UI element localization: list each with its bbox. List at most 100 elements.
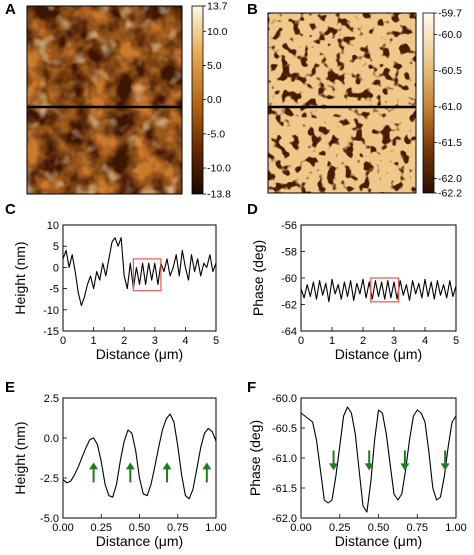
x-tick-label: 1 bbox=[329, 335, 335, 347]
arrow-head bbox=[440, 463, 450, 471]
colorbar-tick-label: -59.7 bbox=[438, 8, 462, 20]
y-tick-label: 0.0 bbox=[44, 433, 59, 445]
colorbar-tick-label: 13.7 bbox=[207, 1, 228, 13]
arrow-down bbox=[329, 450, 339, 471]
arrow-head bbox=[125, 462, 135, 470]
panel-label-c: C bbox=[5, 201, 16, 218]
x-tick-label: 1.00 bbox=[445, 522, 466, 534]
y-tick-label: -64 bbox=[281, 326, 297, 338]
phase-map-frame bbox=[267, 12, 417, 194]
x-tick-label: 0.75 bbox=[167, 522, 188, 534]
y-tick-label: -61.5 bbox=[272, 483, 297, 495]
colorbar-tick-label: 10.0 bbox=[207, 26, 228, 38]
y-tick-label: 10 bbox=[47, 220, 59, 232]
arrow-head bbox=[329, 463, 339, 471]
arrow-up bbox=[89, 462, 99, 483]
y-tick-label: 2.5 bbox=[44, 393, 59, 405]
y-tick-label: -2.5 bbox=[40, 473, 59, 485]
plot-frame bbox=[62, 224, 217, 332]
highlight-box bbox=[132, 258, 162, 292]
plot-d: 0 1 2 3 4 5 -56 -58 -60 -62 -64 Distance (μm) Phase … bbox=[250, 220, 459, 362]
arrow-head bbox=[400, 463, 410, 471]
colorbar-tick-label: -62.0 bbox=[438, 173, 462, 185]
highlight-box bbox=[370, 277, 400, 303]
colorbar-tick-label: 0.0 bbox=[207, 94, 222, 106]
y-tick-label: -60.5 bbox=[272, 423, 297, 435]
colorbar-a bbox=[191, 5, 204, 195]
x-tick-label: 3 bbox=[152, 335, 158, 347]
arrow-head bbox=[162, 462, 172, 470]
arrow-up bbox=[202, 462, 212, 483]
y-tick-label: -56 bbox=[281, 220, 297, 232]
y-tick-label: -10 bbox=[43, 305, 59, 317]
series-line bbox=[300, 278, 457, 303]
arrow-up bbox=[162, 462, 172, 483]
x-axis-label: Distance (μm) bbox=[335, 346, 422, 362]
plot-f: 0.00 0.25 0.50 0.75 1.00 -60.0 -60.5 -61.0 -61.5… bbox=[247, 393, 467, 549]
y-axis-label: Height (nm) bbox=[12, 421, 28, 494]
colorbar-a-ticks: 13.7 10.0 5.0 0.0 -5.0 -10.0 -13.8 bbox=[203, 1, 231, 201]
panel-a: A 13.7 10.0 5.0 0.0 -5.0 -10.0 -13.8 bbox=[5, 1, 231, 201]
colorbar-tick-label: 5.0 bbox=[207, 60, 222, 72]
x-tick-label: 0 bbox=[298, 335, 304, 347]
arrow-head bbox=[364, 463, 374, 471]
colorbar-tick-label: -13.8 bbox=[207, 189, 231, 201]
arrow-head bbox=[89, 462, 99, 470]
series-line bbox=[62, 237, 217, 307]
y-tick-label: -61.0 bbox=[272, 453, 297, 465]
y-tick-label: -5 bbox=[49, 284, 59, 296]
x-tick-label: 5 bbox=[213, 335, 219, 347]
y-tick-label: -5.0 bbox=[40, 513, 59, 525]
x-tick-label: 2 bbox=[121, 335, 127, 347]
y-tick-label: -15 bbox=[43, 326, 59, 338]
y-tick-label: -58 bbox=[281, 247, 297, 259]
phase-map-texture bbox=[268, 13, 416, 193]
series-line bbox=[300, 406, 457, 513]
height-map-light-texture bbox=[27, 6, 182, 194]
y-axis-label: Height (nm) bbox=[12, 241, 28, 314]
y-tick-label: -60 bbox=[281, 273, 297, 285]
x-tick-label: 3 bbox=[391, 335, 397, 347]
colorbar-tick-label: -61.5 bbox=[438, 137, 462, 149]
x-tick-label: 0.75 bbox=[407, 522, 428, 534]
plot-c: 0 1 2 3 4 5 10 5 0 -5 -10 -15 Distance (μm) Height (n… bbox=[12, 220, 219, 362]
x-tick-label: 0.50 bbox=[129, 522, 150, 534]
x-axis-label: Distance (μm) bbox=[96, 533, 183, 549]
y-tick-label: 0 bbox=[53, 262, 59, 274]
y-tick-label: -62.0 bbox=[272, 513, 297, 525]
panel-b: B -59.7 -60.0 -60.5 -61.0 -61.5 -62.0 -62.2 bbox=[247, 1, 462, 200]
colorbar-tick-label: -60.0 bbox=[438, 29, 462, 41]
colorbar-tick-label: -60.5 bbox=[438, 65, 462, 77]
arrow-up bbox=[125, 462, 135, 483]
colorbar-tick-label: -10.0 bbox=[207, 163, 231, 175]
x-tick-label: 1.00 bbox=[205, 522, 226, 534]
panel-label-b: B bbox=[247, 1, 258, 18]
x-tick-label: 0.25 bbox=[329, 522, 350, 534]
y-tick-label: -62 bbox=[281, 300, 297, 312]
series-line bbox=[62, 413, 217, 500]
x-tick-label: 4 bbox=[422, 335, 428, 347]
x-tick-label: 2 bbox=[360, 335, 366, 347]
colorbar-b bbox=[422, 12, 435, 194]
arrow-head bbox=[202, 462, 212, 470]
x-tick-label: 0 bbox=[60, 335, 66, 347]
colorbar-b-ticks: -59.7 -60.0 -60.5 -61.0 -61.5 -62.0 -62.2 bbox=[434, 8, 462, 200]
x-tick-label: 1 bbox=[91, 335, 97, 347]
x-tick-label: 0.00 bbox=[290, 522, 311, 534]
y-tick-label: -60.0 bbox=[272, 393, 297, 405]
arrow-down bbox=[400, 450, 410, 471]
colorbar-tick-label: -5.0 bbox=[207, 128, 225, 140]
x-tick-label: 0.50 bbox=[368, 522, 389, 534]
x-axis-label: Distance (μm) bbox=[96, 346, 183, 362]
panel-label-d: D bbox=[247, 201, 258, 218]
x-tick-label: 5 bbox=[453, 335, 459, 347]
height-map-frame bbox=[26, 5, 183, 195]
x-tick-label: 0.00 bbox=[52, 522, 73, 534]
panel-label-e: E bbox=[5, 379, 15, 396]
x-tick-label: 0.25 bbox=[91, 522, 112, 534]
x-axis-label: Distance (μm) bbox=[335, 533, 422, 549]
colorbar-tick-label: -61.0 bbox=[438, 101, 462, 113]
arrow-down bbox=[440, 450, 450, 471]
